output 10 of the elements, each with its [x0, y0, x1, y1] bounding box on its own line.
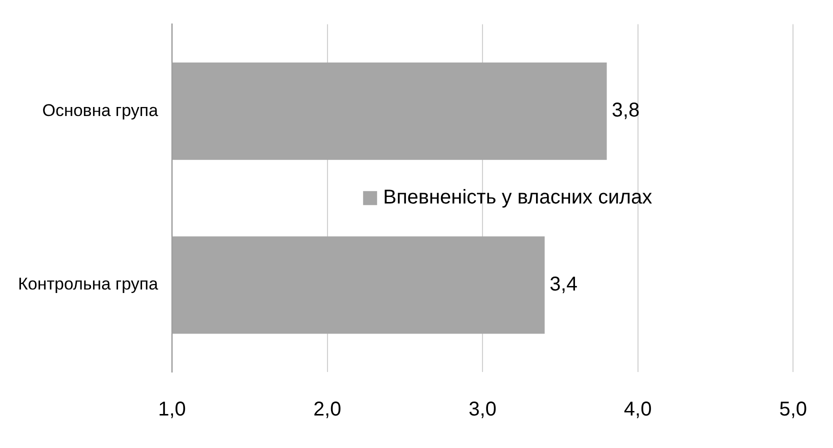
legend-label: Впевненість у власних силах	[383, 186, 652, 209]
x-tick-label: 4,0	[624, 398, 652, 421]
x-tick-label: 5,0	[779, 398, 808, 421]
x-tick-label: 2,0	[313, 398, 342, 421]
data-label: 3,8	[612, 100, 640, 122]
y-tick-label: Контрольна група	[18, 274, 159, 294]
x-tick-label: 3,0	[468, 398, 496, 421]
x-tick-label: 1,0	[158, 398, 186, 421]
data-label: 3,4	[550, 274, 578, 296]
y-tick-label: Основна група	[42, 100, 159, 120]
